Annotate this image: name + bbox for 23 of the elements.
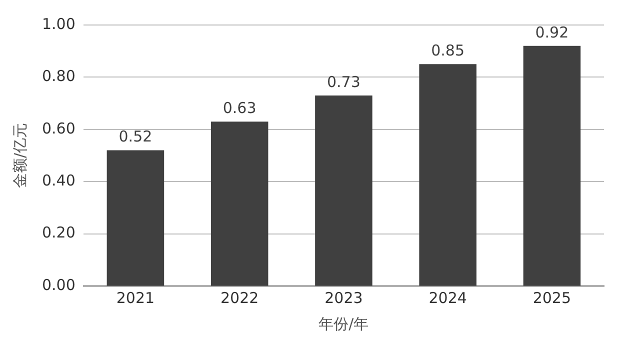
x-tick-label: 2024	[428, 288, 467, 307]
bar	[315, 95, 372, 286]
y-tick-label: 0.20	[42, 224, 76, 242]
bar	[523, 46, 581, 286]
x-tick-label: 2023	[324, 288, 363, 307]
data-label: 0.85	[431, 42, 465, 60]
x-tick-label: 2022	[220, 288, 259, 307]
bar	[419, 64, 476, 286]
data-label: 0.63	[222, 98, 256, 117]
data-label: 0.73	[326, 72, 360, 91]
bar	[106, 150, 164, 286]
x-tick-label: 2025	[532, 288, 572, 307]
y-tick-label: 0.40	[42, 171, 76, 190]
y-tick-label: 1.00	[42, 14, 76, 33]
data-label: 0.52	[118, 128, 152, 146]
y-tick-label: 0.60	[42, 119, 76, 138]
x-tick-label: 2021	[116, 288, 155, 307]
y-axis-title: 金额/亿元	[10, 122, 29, 188]
bar	[210, 122, 268, 286]
y-tick-label: 0.80	[42, 67, 76, 86]
data-label: 0.92	[535, 23, 569, 42]
x-axis-title: 年份/年	[318, 314, 369, 333]
y-tick-label: 0.00	[42, 276, 76, 294]
